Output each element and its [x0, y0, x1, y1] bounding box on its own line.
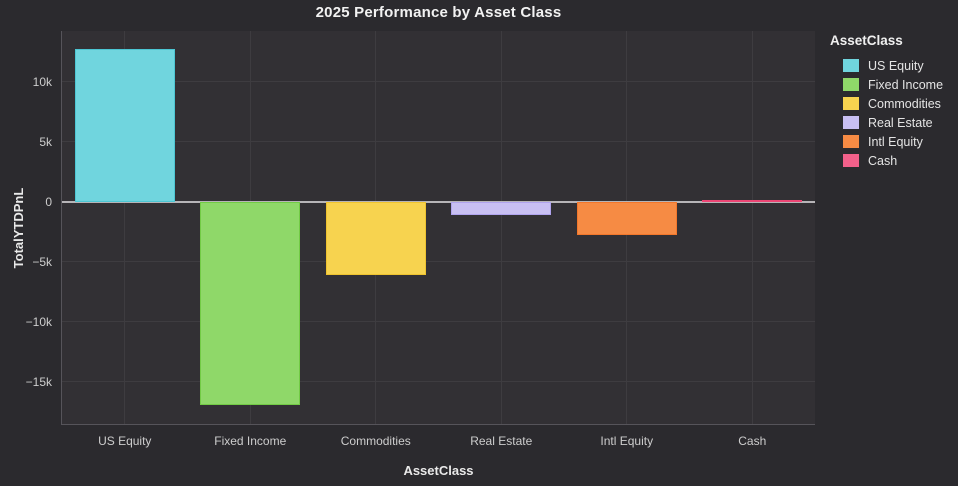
y-tick-label: 0 — [45, 194, 52, 209]
legend-swatch — [843, 59, 859, 72]
legend-item-real-estate[interactable]: Real Estate — [843, 113, 956, 132]
gridline-horizontal — [62, 321, 815, 323]
y-tick-label: −5k — [32, 254, 52, 269]
bar-cash[interactable] — [702, 200, 803, 203]
y-tick-label: 10k — [32, 74, 52, 89]
gridline-vertical — [124, 31, 126, 425]
y-tick-label: −10k — [25, 314, 52, 329]
y-axis-line — [61, 31, 62, 425]
legend-item-label: US Equity — [868, 58, 924, 73]
bar-fixed-income[interactable] — [200, 201, 301, 406]
chart-title: 2025 Performance by Asset Class — [315, 4, 562, 21]
bar-intl-equity[interactable] — [576, 201, 677, 235]
legend-item-label: Commodities — [868, 96, 941, 111]
x-axis-line — [62, 424, 815, 425]
gridline-horizontal — [62, 141, 815, 143]
legend-swatch — [843, 116, 859, 129]
legend-item-commodities[interactable]: Commodities — [843, 94, 956, 113]
legend-item-label: Cash — [868, 153, 898, 168]
legend-item-label: Fixed Income — [868, 77, 944, 92]
legend-items: US Equity Fixed Income Commodities Real Est… — [830, 56, 956, 170]
legend-item-us-equity[interactable]: US Equity — [843, 56, 956, 75]
legend-swatch — [843, 135, 859, 148]
bar-us-equity[interactable] — [74, 48, 175, 202]
legend-item-fixed-income[interactable]: Fixed Income — [843, 75, 956, 94]
zero-line — [62, 200, 815, 203]
legend-swatch — [843, 97, 859, 110]
x-tick-label: Real Estate — [470, 434, 533, 448]
plot-area — [62, 31, 815, 425]
gridline-horizontal — [62, 81, 815, 83]
gridline-horizontal — [62, 261, 815, 263]
x-tick-label: Fixed Income — [214, 434, 287, 448]
bar-real-estate[interactable] — [451, 201, 552, 216]
x-tick-label: Commodities — [340, 434, 411, 448]
x-tick-label: US Equity — [98, 434, 152, 448]
gridline-horizontal — [62, 381, 815, 383]
y-tick-label: 5k — [39, 134, 52, 149]
y-axis-title: TotalYTDPnL — [11, 187, 26, 269]
legend-swatch — [843, 154, 859, 167]
legend-item-cash[interactable]: Cash — [843, 151, 956, 170]
legend-title: AssetClass — [830, 33, 903, 48]
legend-item-intl-equity[interactable]: Intl Equity — [843, 132, 956, 151]
legend-item-label: Real Estate — [868, 115, 933, 130]
x-tick-label: Intl Equity — [600, 434, 654, 448]
legend-swatch — [843, 78, 859, 91]
legend: AssetClass US Equity Fixed Income Commodit… — [830, 33, 956, 170]
y-tick-label: −15k — [25, 374, 52, 389]
gridline-vertical — [751, 31, 753, 425]
bar-commodities[interactable] — [325, 201, 426, 276]
gridline-vertical — [500, 31, 502, 425]
legend-item-label: Intl Equity — [868, 134, 923, 149]
x-axis-title: AssetClass — [403, 463, 474, 478]
x-tick-label: Cash — [738, 434, 767, 448]
